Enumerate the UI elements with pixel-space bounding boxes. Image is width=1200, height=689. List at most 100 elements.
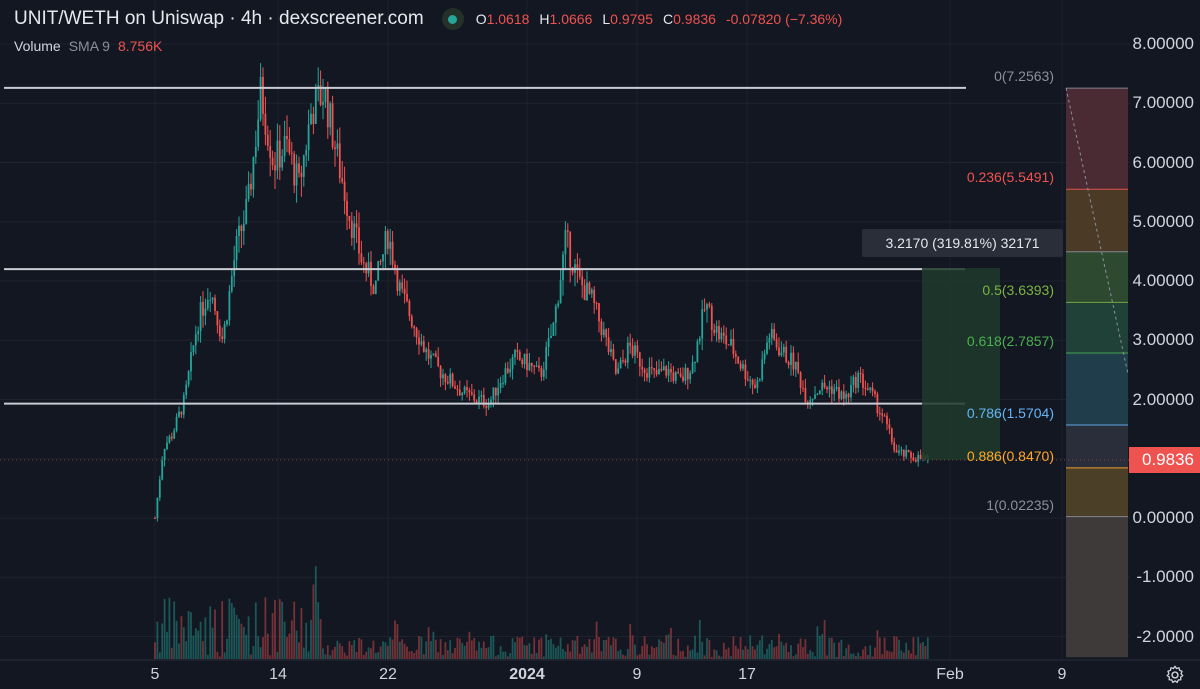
candle-body	[204, 308, 207, 316]
candle-body	[425, 349, 428, 352]
measure-tooltip: 3.2170 (319.81%) 32171	[862, 229, 1063, 257]
volume-bar	[619, 649, 622, 659]
candle-body	[247, 183, 250, 199]
volume-bar	[264, 597, 267, 659]
candle-body	[281, 156, 284, 168]
volume-bar	[252, 645, 255, 659]
volume-bar	[672, 654, 675, 659]
volume-bar	[602, 639, 605, 659]
candle-body	[607, 337, 610, 352]
volume-bar	[590, 652, 593, 659]
candle-body	[636, 345, 639, 353]
volume-bar	[768, 643, 771, 659]
volume-bar	[439, 639, 442, 659]
candle-body	[418, 337, 420, 345]
volume-legend[interactable]: Volume SMA 9 8.756K	[14, 38, 162, 54]
candle-body	[509, 368, 512, 373]
volume-bar	[547, 640, 550, 659]
volume-bar	[641, 646, 644, 659]
volume-bar	[223, 652, 226, 659]
candle-body	[166, 442, 168, 449]
candle-body	[202, 302, 204, 316]
volume-bar	[566, 644, 569, 659]
volume-bar	[814, 656, 816, 659]
volume-bar	[372, 640, 375, 659]
volume-bar	[163, 598, 166, 659]
candle-body	[626, 342, 629, 363]
candle-body	[638, 352, 641, 367]
candle-body	[295, 163, 298, 186]
candle-body	[343, 181, 346, 201]
candle-body	[492, 387, 495, 400]
candle-body	[374, 280, 377, 295]
candle-body	[494, 387, 497, 396]
settings-gear-icon[interactable]	[1164, 664, 1186, 686]
volume-bar	[888, 651, 891, 659]
volume-bar	[430, 641, 432, 659]
volume-bar	[367, 647, 370, 659]
ohlc-change: -0.07820 (−7.36%)	[725, 11, 843, 27]
volume-bar	[370, 648, 372, 659]
price-tick-label: 3.00000	[1132, 330, 1194, 350]
candle-body	[326, 87, 329, 128]
volume-bar	[158, 652, 161, 659]
candle-body	[398, 282, 401, 291]
volume-bar	[557, 645, 560, 659]
volume-bar	[353, 640, 356, 659]
candle-body	[682, 376, 684, 381]
volume-bar	[706, 638, 708, 659]
candle-body	[254, 146, 257, 158]
ohlc-open: O1.0618	[475, 11, 530, 27]
volume-bar	[497, 654, 500, 659]
candle-body	[874, 391, 876, 394]
volume-bar	[154, 642, 156, 659]
volume-bar	[802, 647, 804, 659]
candle-body	[214, 297, 216, 312]
volume-bar	[842, 656, 845, 659]
price-tick-label: 0.00000	[1132, 508, 1194, 527]
candle-body	[293, 153, 296, 186]
price-axis[interactable]: 8.00000 7.00000 6.00000 5.00000 4.00000 3.000…	[1132, 0, 1200, 660]
volume-bar	[626, 649, 629, 659]
candle-body	[466, 387, 468, 391]
volume-bar	[811, 651, 814, 659]
volume-bar	[490, 636, 492, 659]
candle-body	[542, 369, 545, 377]
volume-bar	[850, 653, 852, 659]
volume-bar	[259, 647, 262, 659]
candle-body	[792, 352, 795, 370]
volume-bar	[722, 642, 725, 659]
volume-bar	[686, 645, 689, 659]
candle-body	[833, 388, 836, 394]
volume-bar	[924, 645, 927, 659]
candle-body	[317, 85, 320, 88]
time-axis[interactable]: 5 14 22 2024 9 17 Feb 9	[0, 660, 1200, 689]
candle-body	[677, 372, 680, 374]
volume-bar	[324, 654, 327, 659]
candle-body	[331, 103, 334, 148]
volume-bar	[161, 623, 164, 659]
ohlc-readout: O1.0618 H1.0666 L0.9795 C0.9836 -0.07820…	[476, 11, 843, 27]
volume-bar	[667, 634, 670, 659]
candle-body	[708, 304, 711, 306]
volume-bar	[478, 641, 480, 659]
volume-bar	[451, 653, 454, 659]
ohlc-low: L0.9795	[602, 11, 653, 27]
volume-bar	[170, 647, 173, 659]
candle-body	[473, 394, 476, 401]
volume-bar	[355, 651, 358, 659]
volume-bar	[288, 633, 291, 659]
candle-body	[826, 387, 828, 390]
candle-body	[588, 282, 591, 294]
volume-bar	[286, 636, 288, 659]
volume-bar	[238, 618, 240, 659]
candle-body	[444, 374, 447, 383]
volume-bar	[240, 623, 243, 659]
candle-body	[758, 379, 761, 381]
candle-body	[211, 297, 214, 300]
candle-body	[350, 220, 353, 238]
volume-bar	[283, 621, 286, 659]
candle-body	[864, 387, 867, 389]
candle-body	[850, 385, 852, 398]
